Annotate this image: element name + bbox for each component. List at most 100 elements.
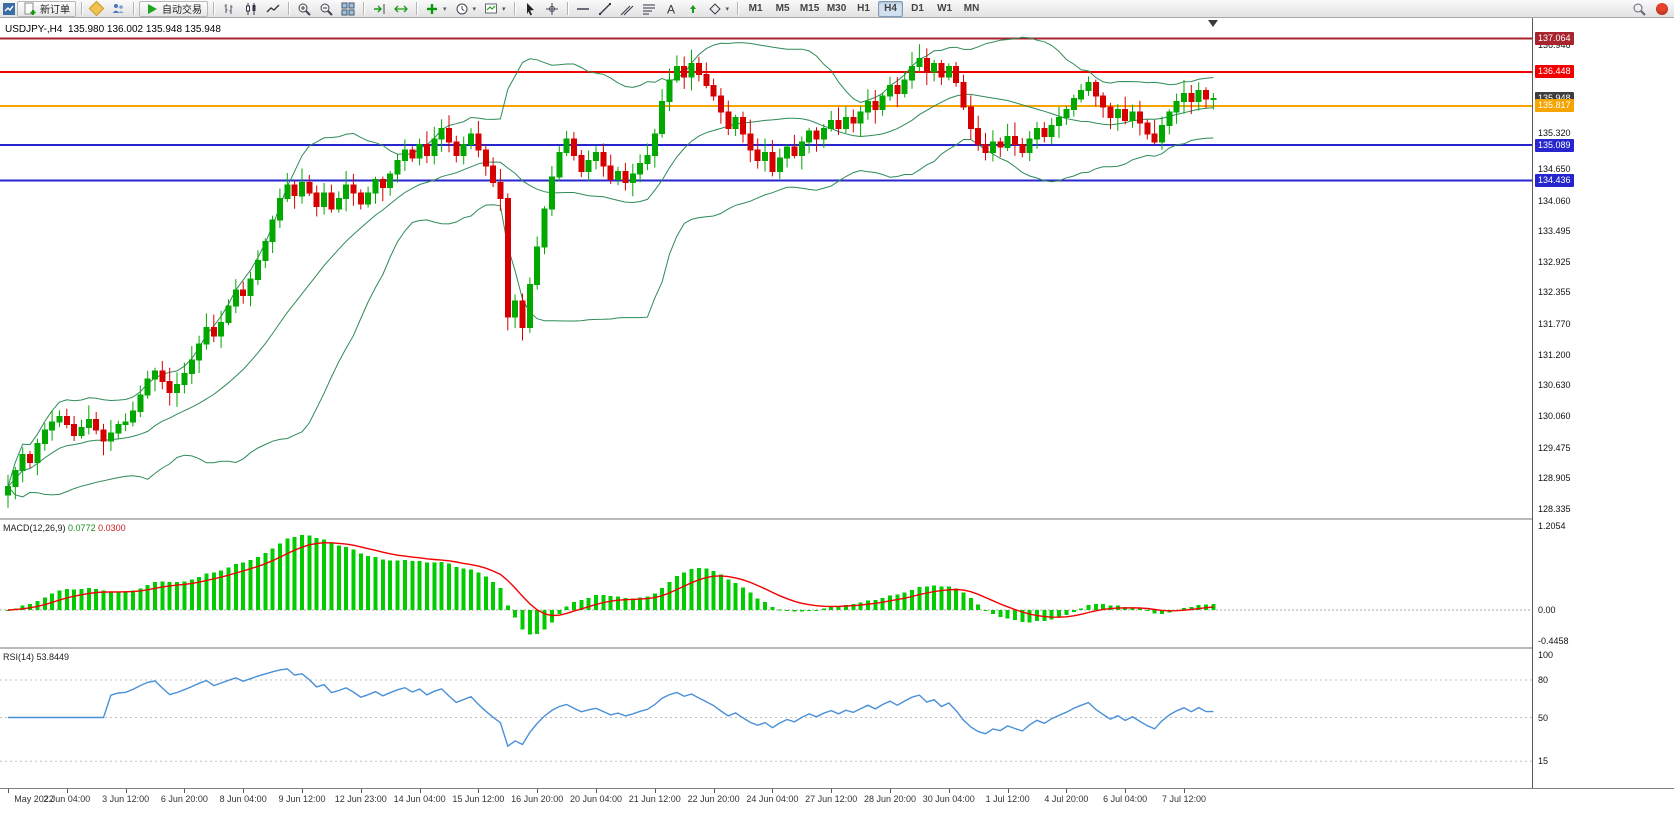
time-axis-tick	[1125, 789, 1127, 793]
time-axis-tick	[890, 789, 891, 793]
zoom-out-button[interactable]	[316, 1, 336, 17]
time-axis-label: 7 Jul 12:00	[1161, 794, 1207, 804]
trendline-tool-button[interactable]	[595, 1, 615, 17]
time-axis-label: 3 Jun 12:00	[102, 794, 150, 804]
rsi-canvas[interactable]	[0, 649, 1532, 788]
time-axis-label: 21 Jun 12:00	[628, 794, 681, 804]
arrows-tool-button[interactable]	[683, 1, 703, 17]
time-axis-tick	[184, 789, 186, 793]
zoom-in-button[interactable]	[294, 1, 314, 17]
timeframe-button-m30[interactable]: M30	[826, 3, 847, 14]
time-axis-tick	[419, 789, 421, 793]
text-tool-button[interactable]: A	[661, 1, 681, 17]
add-indicator-icon	[425, 2, 439, 16]
chart-line-button[interactable]	[263, 1, 283, 17]
price-scale-tick: 136.946	[1538, 40, 1571, 51]
price-scale-tick: 134.060	[1538, 195, 1571, 206]
toolbar-separator	[213, 2, 214, 15]
tile-windows-button[interactable]	[338, 1, 358, 17]
chevron-down-icon: ▾	[443, 5, 447, 13]
rsi-scale-tick: 80	[1538, 675, 1549, 685]
market-watch-button[interactable]	[108, 1, 128, 17]
macd-canvas[interactable]	[0, 520, 1532, 647]
time-axis-tick	[1007, 789, 1009, 793]
time-axis-label: 28 Jun 20:00	[863, 794, 917, 804]
rsi-indicator-panel[interactable]: RSI(14) 53.8449	[0, 649, 1532, 788]
equidistant-channel-icon	[620, 2, 634, 16]
chevron-down-icon: ▾	[725, 5, 730, 13]
chart-bars-button[interactable]	[219, 1, 239, 17]
svg-text:A: A	[667, 2, 675, 16]
macd-indicator-panel[interactable]: MACD(12,26,9) 0.0772 0.0300	[0, 520, 1532, 647]
timeframe-button-w1[interactable]: W1	[937, 3, 953, 14]
price-chart-canvas[interactable]	[0, 18, 1532, 518]
time-axis-tick	[125, 789, 127, 793]
timeframe-button-m15[interactable]: M15	[799, 3, 820, 14]
time-axis[interactable]: May 2022 2 Jun 04:00 3 Jun 12:00 6 Jun 20:0…	[0, 788, 1674, 808]
cursor-button[interactable]	[520, 1, 540, 17]
price-scale-tick: 129.475	[1538, 442, 1571, 453]
macd-name: MACD(12,26,9)	[3, 523, 66, 533]
autotrading-button[interactable]: 自动交易	[139, 0, 208, 17]
timeframe-button-mn[interactable]: MN	[963, 3, 980, 14]
time-axis-tick	[478, 789, 480, 793]
time-axis-label: 20 Jun 04:00	[569, 794, 623, 804]
price-chart-panel[interactable]: USDJPY-,H4 135.980 136.002 135.948 135.9…	[0, 18, 1532, 518]
time-axis-label: 27 Jun 12:00	[805, 794, 858, 804]
channel-tool-button[interactable]	[617, 1, 637, 17]
macd-scale-tick: 1.2054	[1538, 521, 1566, 531]
timeframe-button-h1[interactable]: H1	[857, 3, 870, 14]
new-order-label: 新订单	[40, 5, 70, 16]
periods-button[interactable]: ▾	[452, 1, 480, 17]
indicators-button[interactable]: ▾	[422, 1, 450, 17]
chart-shift-marker[interactable]	[1208, 20, 1218, 27]
fibonacci-tool-button[interactable]	[639, 1, 659, 17]
panel-separator-rsi[interactable]	[0, 647, 1674, 649]
timeframe-button-h4[interactable]: H4	[878, 0, 904, 17]
time-axis-label: 6 Jul 04:00	[1103, 794, 1148, 804]
zoom-out-icon	[319, 2, 333, 16]
shapes-tool-button[interactable]: ▾	[705, 1, 733, 17]
chart-shift-button[interactable]	[391, 1, 411, 17]
text-icon: A	[664, 2, 678, 16]
time-axis-label: 15 Jun 12:00	[452, 794, 505, 804]
autoscroll-button[interactable]	[369, 1, 389, 17]
crosshair-button[interactable]	[542, 1, 562, 17]
price-level-badge: 136.448	[1535, 65, 1574, 79]
diamond-icon	[88, 0, 105, 17]
panel-separator-macd[interactable]	[0, 518, 1674, 520]
chart-window-title: USDJPY-,H4 135.980 136.002 135.948 135.9…	[5, 24, 221, 35]
toolbar-separator	[566, 2, 568, 15]
zoom-in-icon	[297, 2, 311, 16]
timeframe-button-m1[interactable]: M1	[748, 3, 763, 14]
bar-chart-icon	[222, 2, 236, 16]
hline-tool-button[interactable]	[573, 1, 593, 17]
cursor-icon	[523, 2, 537, 16]
fibonacci-icon	[642, 2, 656, 16]
autoscroll-icon	[372, 2, 386, 16]
time-axis-tick	[654, 789, 656, 793]
templates-button[interactable]: ▾	[481, 1, 509, 17]
search-button[interactable]	[1629, 1, 1649, 17]
search-icon	[1632, 2, 1646, 16]
trendline-icon	[598, 2, 612, 16]
chevron-down-icon: ▾	[472, 5, 477, 13]
rsi-name: RSI(14)	[3, 652, 35, 662]
rsi-value: 53.8449	[36, 652, 70, 662]
autotrading-label: 自动交易	[162, 5, 202, 16]
time-axis-label: 9 Jun 12:00	[278, 794, 326, 804]
time-axis-label: 16 Jun 20:00	[511, 794, 564, 804]
price-scale-tick: 132.925	[1538, 256, 1571, 267]
notification-icon[interactable]	[1656, 2, 1668, 15]
new-order-button[interactable]: 新订单	[17, 0, 76, 17]
time-axis-tick	[596, 789, 597, 793]
price-scale[interactable]: 136.946 135.320 134.650 134.060 133.495 132.9…	[1532, 18, 1674, 788]
timeframe-button-d1[interactable]: D1	[911, 3, 924, 14]
chart-candles-button[interactable]	[241, 1, 261, 17]
price-scale-tick: 132.355	[1538, 287, 1571, 298]
time-axis-label: 22 Jun 20:00	[687, 794, 740, 804]
time-axis-tick	[948, 789, 950, 793]
timeframe-button-m5[interactable]: M5	[775, 3, 790, 14]
time-axis-tick	[66, 789, 68, 793]
metaeditor-button[interactable]	[87, 0, 106, 17]
